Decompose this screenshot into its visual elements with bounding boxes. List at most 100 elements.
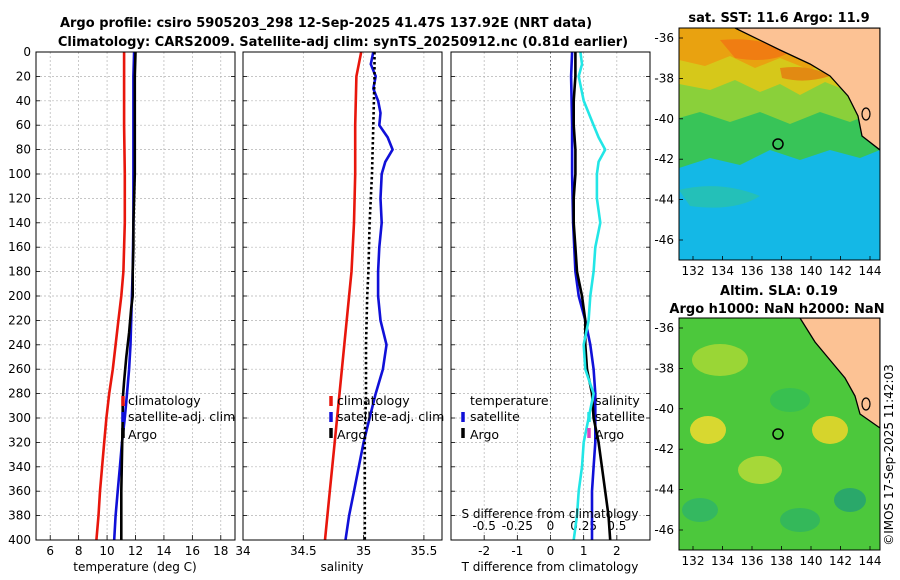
- map-lat-label: -46: [654, 523, 674, 537]
- y-tick-label: 340: [8, 460, 31, 474]
- legend-temperature-title: temperature: [470, 393, 549, 408]
- y-tick-label: 60: [16, 118, 31, 132]
- x-tick-label: -2: [478, 544, 490, 558]
- series-group: [323, 52, 394, 540]
- sla-map-frame: [678, 317, 881, 551]
- series-line-climatology: [95, 52, 127, 540]
- map-lon-label: 144: [859, 554, 882, 568]
- difference-legend: temperature satellite Argo salinity sate…: [461, 393, 645, 442]
- legend-sat-clim: satellite-adj. clim: [128, 409, 235, 424]
- x-tick-label: 0: [547, 544, 555, 558]
- salinity-legend: climatology satellite-adj. clim Argo: [329, 393, 444, 442]
- map-lon-label: 132: [682, 554, 705, 568]
- map-lat-label: -38: [654, 71, 674, 85]
- s-diff-tick-label: -0.5: [472, 519, 495, 533]
- map-lon-label: 134: [711, 264, 734, 278]
- x-tick-label: 18: [213, 544, 228, 558]
- x-tick-label: -1: [511, 544, 523, 558]
- x-tick-label: 10: [99, 544, 114, 558]
- salinity-xlabel: salinity: [320, 560, 363, 574]
- sst-map-axes: 132 134 136 138 140 142 144 -36 -38 -40 -42 -44 -46: [654, 31, 881, 278]
- x-tick-label: 12: [128, 544, 143, 558]
- map-lon-label: 134: [711, 554, 734, 568]
- y-tick-label: 320: [8, 435, 31, 449]
- series-line-t-satellite: [569, 52, 597, 540]
- plot-frame: [35, 51, 236, 541]
- legend-climatology: climatology: [128, 393, 201, 408]
- y-tick-label: 280: [8, 387, 31, 401]
- y-tick-label: 160: [8, 240, 31, 254]
- x-tick-label: 14: [156, 544, 171, 558]
- sla-map: [679, 318, 880, 550]
- x-tick-label: 8: [75, 544, 83, 558]
- difference-panel: -2 -1 0 1 2-0.5 -0.25 0 0.25 0.5: [450, 51, 651, 558]
- argo-location-marker: [772, 138, 784, 150]
- map-lat-label: -40: [654, 402, 674, 416]
- map-lon-label: 142: [829, 554, 852, 568]
- sst-map-title: sat. SST: 11.6 Argo: 11.9: [688, 11, 869, 26]
- map-lon-label: 142: [829, 264, 852, 278]
- y-tick-label: 260: [8, 362, 31, 376]
- map-lat-label: -46: [654, 233, 674, 247]
- sla-map-title1: Altim. SLA: 0.19: [720, 284, 838, 299]
- x-tick-label: 6: [46, 544, 54, 558]
- temperature-panel: 6 8 10 12 14 16 180204060801001201401601802002…: [8, 45, 236, 558]
- s-diff-tick-label: 0: [547, 519, 555, 533]
- map-lon-label: 138: [770, 554, 793, 568]
- y-tick-label: 100: [8, 167, 31, 181]
- s-diff-xlabel: S difference from climatology: [462, 507, 639, 521]
- sla-map-axes: 132 134 136 138 140 142 144 -36 -38 -40 -42 -44 -46: [654, 321, 881, 568]
- title-line1: Argo profile: csiro 5905203_298 12-Sep-2…: [60, 16, 592, 31]
- series-line-climatology: [323, 52, 363, 540]
- title-line2: Climatology: CARS2009. Satellite-adj cli…: [58, 35, 628, 50]
- legend-s-satellite: satellite: [595, 409, 645, 424]
- y-tick-label: 140: [8, 216, 31, 230]
- x-tick-label: 34.5: [290, 544, 317, 558]
- legend-t-argo: Argo: [470, 427, 499, 442]
- series-group: [95, 52, 137, 540]
- map-lon-label: 136: [741, 554, 764, 568]
- argo-location-marker: [772, 428, 784, 440]
- t-diff-xlabel: T difference from climatology: [461, 560, 639, 574]
- temperature-xlabel: temperature (deg C): [73, 560, 196, 574]
- y-tick-label: 180: [8, 265, 31, 279]
- y-tick-label: 0: [23, 45, 31, 59]
- sst-map-frame: [678, 27, 881, 261]
- x-tick-label: 34: [235, 544, 250, 558]
- x-tick-label: 2: [613, 544, 621, 558]
- series-line-argo: [120, 52, 137, 540]
- y-tick-label: 40: [16, 94, 31, 108]
- map-lat-label: -40: [654, 112, 674, 126]
- x-tick-label: 35: [356, 544, 371, 558]
- map-lon-label: 144: [859, 264, 882, 278]
- legend-climatology: climatology: [337, 393, 410, 408]
- x-tick-label: 1: [580, 544, 588, 558]
- map-lat-label: -42: [654, 152, 674, 166]
- x-tick-label: 16: [185, 544, 200, 558]
- y-tick-label: 400: [8, 533, 31, 547]
- land-mass: [734, 28, 880, 151]
- sla-map-title2: Argo h1000: NaN h2000: NaN: [669, 302, 884, 317]
- map-lat-label: -38: [654, 361, 674, 375]
- y-tick-label: 120: [8, 191, 31, 205]
- series-line-t-argo: [572, 52, 612, 540]
- map-lon-label: 140: [800, 264, 823, 278]
- s-diff-tick-label: 0.5: [607, 519, 626, 533]
- map-lat-label: -36: [654, 31, 674, 45]
- map-lat-label: -44: [654, 193, 674, 207]
- series-line-s-satellite: [572, 52, 607, 540]
- s-diff-tick-label: -0.25: [502, 519, 533, 533]
- legend-argo: Argo: [128, 427, 157, 442]
- legend-s-argo: Argo: [595, 427, 624, 442]
- legend-sat-clim: satellite-adj. clim: [337, 409, 444, 424]
- y-tick-label: 360: [8, 484, 31, 498]
- series-line-argo: [363, 52, 376, 540]
- series-group: [569, 52, 612, 540]
- legend-argo: Argo: [337, 427, 366, 442]
- y-tick-label: 240: [8, 338, 31, 352]
- y-tick-label: 200: [8, 289, 31, 303]
- plot-frame: [450, 51, 651, 541]
- salinity-panel: 34 34.5 35 35.5: [235, 51, 443, 558]
- y-tick-label: 380: [8, 509, 31, 523]
